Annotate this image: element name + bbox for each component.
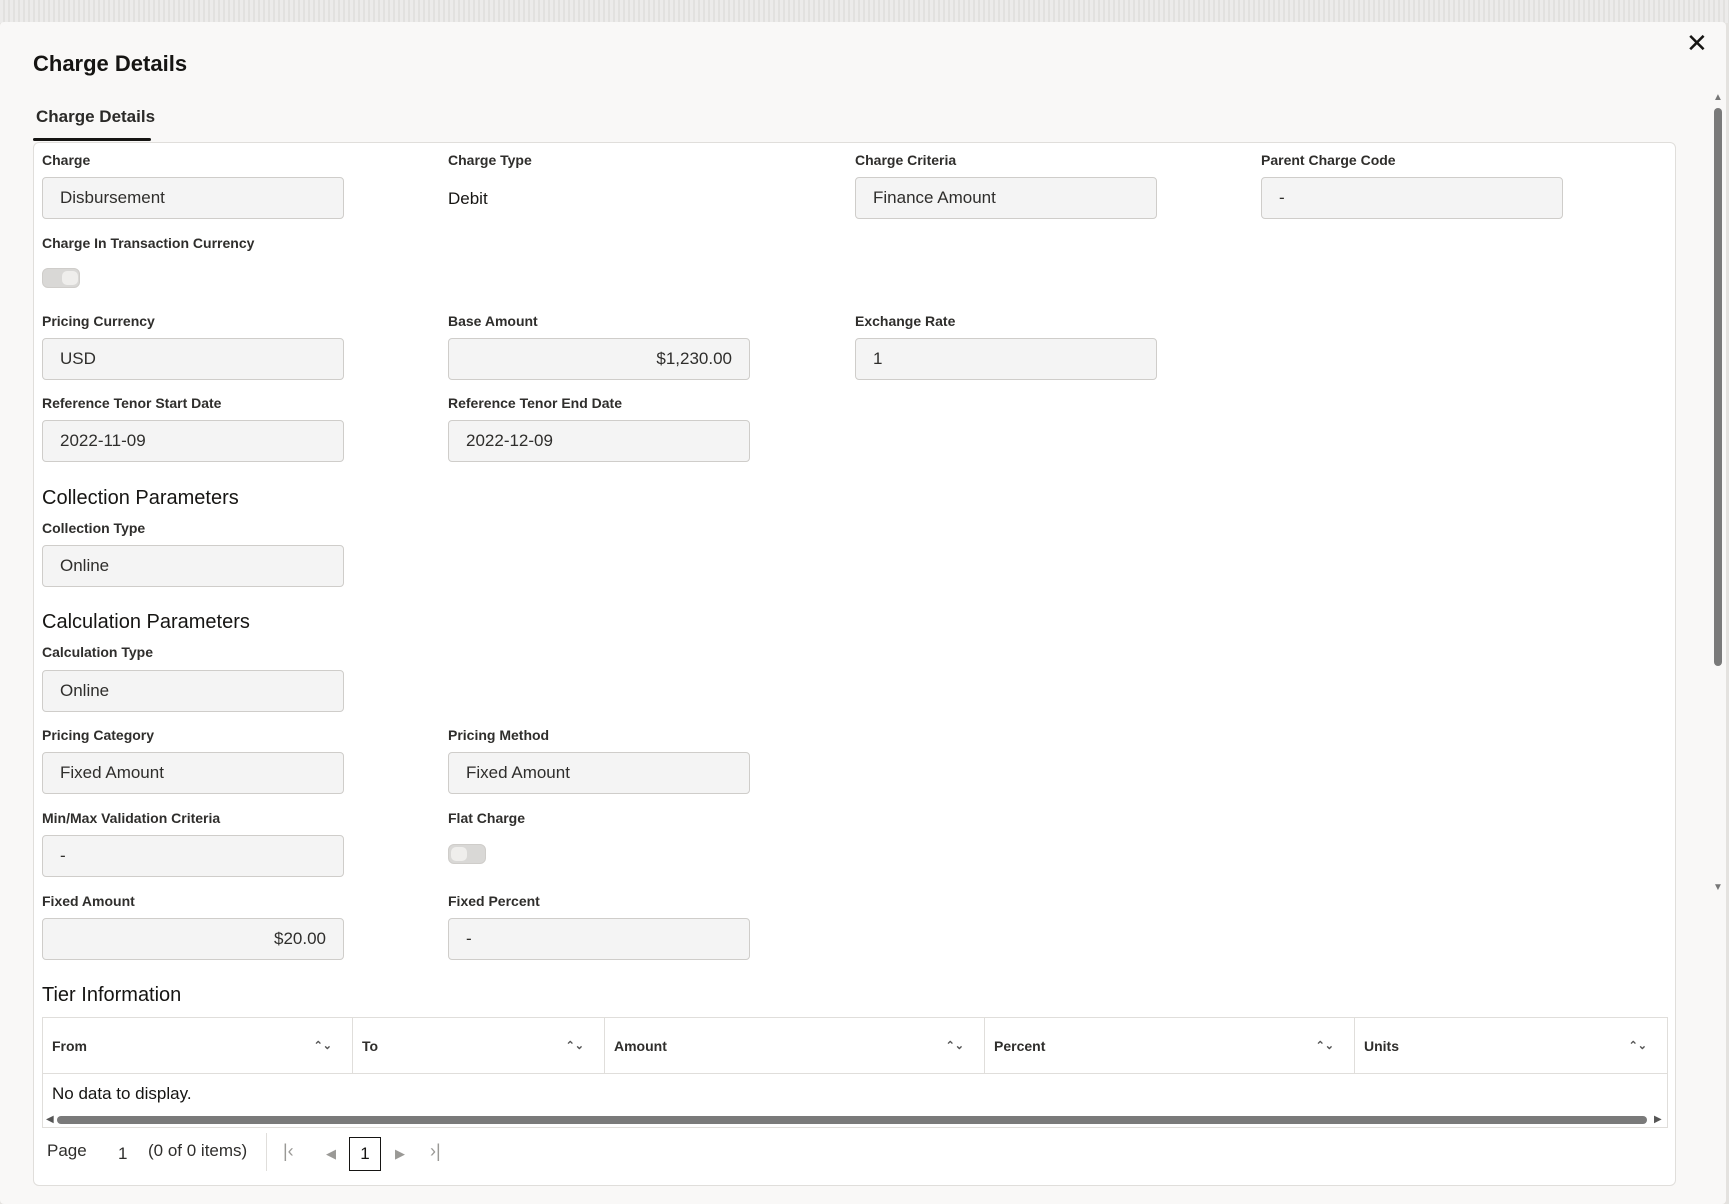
no-data-message: No data to display. <box>52 1084 192 1103</box>
column-label: Amount <box>614 1038 667 1054</box>
items-count: (0 of 0 items) <box>148 1141 248 1160</box>
horizontal-scrollbar[interactable] <box>57 1116 1647 1124</box>
fixed-amount-field[interactable]: $20.00 <box>42 918 344 960</box>
ref-end-field[interactable]: 2022-12-09 <box>448 420 750 462</box>
sort-icon[interactable]: ⌃⌄ <box>1628 1040 1647 1052</box>
sort-icon[interactable]: ⌃⌄ <box>313 1040 332 1052</box>
charge-in-txn-currency-toggle[interactable] <box>42 268 80 288</box>
column-header-amount[interactable]: Amount ⌃⌄ <box>605 1018 985 1074</box>
calculation-parameters-heading: Calculation Parameters <box>42 611 250 633</box>
collection-type-field[interactable]: Online <box>42 545 344 587</box>
charge-type-label: Charge Type <box>448 152 532 168</box>
pricing-category-field[interactable]: Fixed Amount <box>42 752 344 794</box>
ref-start-field[interactable]: 2022-11-09 <box>42 420 344 462</box>
ref-end-label: Reference Tenor End Date <box>448 395 623 411</box>
column-header-units[interactable]: Units ⌃⌄ <box>1355 1018 1667 1074</box>
charge-in-txn-currency-label: Charge In Transaction Currency <box>42 235 255 251</box>
sort-icon[interactable]: ⌃⌄ <box>945 1040 964 1052</box>
pricing-category-label: Pricing Category <box>42 727 155 743</box>
exchange-rate-label: Exchange Rate <box>855 313 956 329</box>
previous-page-icon[interactable]: ◀ <box>326 1146 336 1161</box>
pricing-method-field[interactable]: Fixed Amount <box>448 752 750 794</box>
tab-charge-details[interactable]: Charge Details <box>36 107 156 126</box>
flat-charge-label: Flat Charge <box>448 810 526 826</box>
scroll-left-icon[interactable]: ◀ <box>46 1114 54 1125</box>
fixed-percent-label: Fixed Percent <box>448 893 540 909</box>
ref-start-label: Reference Tenor Start Date <box>42 395 222 411</box>
flat-charge-toggle[interactable] <box>448 844 486 864</box>
tier-information-heading: Tier Information <box>42 984 182 1006</box>
minmax-label: Min/Max Validation Criteria <box>42 810 221 826</box>
pricing-currency-label: Pricing Currency <box>42 313 155 329</box>
first-page-icon[interactable]: |‹ <box>283 1141 294 1161</box>
scroll-right-icon[interactable]: ▶ <box>1654 1114 1662 1125</box>
column-label: To <box>362 1038 379 1054</box>
calculation-type-label: Calculation Type <box>42 644 153 660</box>
sort-icon[interactable]: ⌃⌄ <box>1315 1040 1334 1052</box>
base-amount-label: Base Amount <box>448 313 538 329</box>
charge-field[interactable]: Disbursement <box>42 177 344 219</box>
current-page-button[interactable]: 1 <box>349 1137 381 1171</box>
parent-charge-code-label: Parent Charge Code <box>1261 152 1396 168</box>
background-strip <box>0 0 1729 23</box>
charge-criteria-field[interactable]: Finance Amount <box>855 177 1157 219</box>
column-label: Units <box>1364 1038 1399 1054</box>
scroll-up-icon[interactable]: ▲ <box>1713 92 1723 103</box>
charge-details-panel <box>33 142 1676 1186</box>
scroll-down-icon[interactable]: ▼ <box>1713 882 1723 893</box>
page-label: Page <box>47 1141 87 1160</box>
column-header-to[interactable]: To ⌃⌄ <box>353 1018 605 1074</box>
collection-type-label: Collection Type <box>42 520 146 536</box>
dialog-title: Charge Details <box>33 51 188 76</box>
exchange-rate-field[interactable]: 1 <box>855 338 1157 380</box>
pricing-method-label: Pricing Method <box>448 727 550 743</box>
base-amount-field[interactable]: $1,230.00 <box>448 338 750 380</box>
tier-table: From ⌃⌄ To ⌃⌄ Amount ⌃⌄ Percent ⌃⌄ Units ⌃⌄ N… <box>42 1017 1668 1128</box>
column-header-percent[interactable]: Percent ⌃⌄ <box>985 1018 1355 1074</box>
column-header-from[interactable]: From ⌃⌄ <box>43 1018 353 1074</box>
parent-charge-code-field[interactable]: - <box>1261 177 1563 219</box>
column-label: From <box>52 1038 87 1054</box>
vertical-scroll-thumb[interactable] <box>1714 108 1722 666</box>
last-page-icon[interactable]: ›| <box>430 1141 441 1161</box>
fixed-amount-label: Fixed Amount <box>42 893 135 909</box>
calculation-type-field[interactable]: Online <box>42 670 344 712</box>
collection-parameters-heading: Collection Parameters <box>42 487 239 509</box>
pricing-currency-field[interactable]: USD <box>42 338 344 380</box>
column-label: Percent <box>994 1038 1046 1054</box>
sort-icon[interactable]: ⌃⌄ <box>565 1040 584 1052</box>
next-page-icon[interactable]: ▶ <box>395 1146 405 1161</box>
active-tab-indicator <box>33 138 151 141</box>
charge-label: Charge <box>42 152 91 168</box>
page-input[interactable]: 1 <box>118 1144 128 1163</box>
minmax-field[interactable]: - <box>42 835 344 877</box>
charge-criteria-label: Charge Criteria <box>855 152 957 168</box>
fixed-percent-field[interactable]: - <box>448 918 750 960</box>
pager-divider <box>266 1133 267 1171</box>
charge-type-value: Debit <box>448 189 488 208</box>
close-icon[interactable]: ✕ <box>1686 28 1708 58</box>
